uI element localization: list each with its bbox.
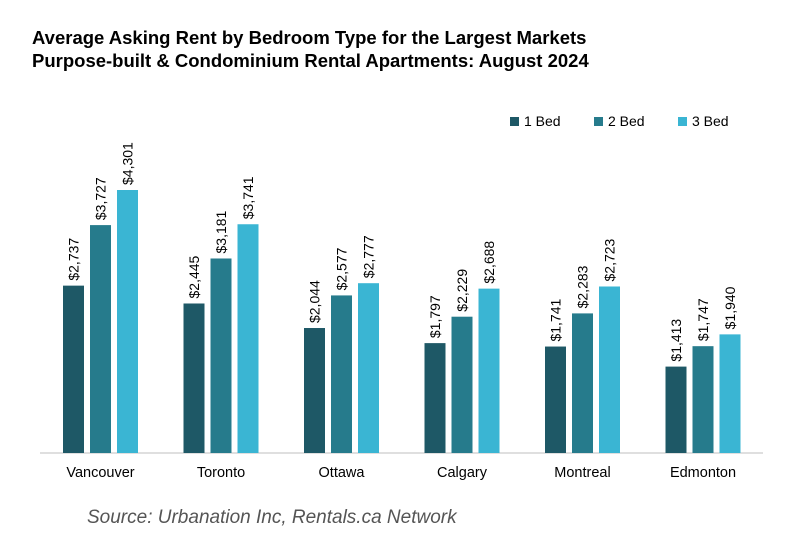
category-label: Montreal: [554, 465, 610, 481]
bar-calgary-2-bed: [451, 316, 473, 453]
bar-montreal-3-bed: [599, 286, 620, 453]
legend-swatch: [678, 117, 687, 126]
bar-edmonton-1-bed: [665, 366, 687, 453]
bar-toronto-1-bed: [183, 303, 205, 453]
category-label: Vancouver: [66, 465, 134, 481]
bar-edmonton-3-bed: [719, 334, 741, 453]
data-label: $3,727: [93, 177, 109, 220]
data-label: $2,229: [454, 269, 470, 312]
data-label: $1,797: [427, 295, 443, 338]
data-label: $3,181: [213, 210, 229, 253]
data-label: $2,737: [66, 238, 82, 281]
source-note: Source: Urbanation Inc, Rentals.ca Netwo…: [87, 507, 457, 528]
bar-toronto-2-bed: [210, 258, 232, 453]
data-label: $1,747: [695, 298, 711, 341]
category-label: Toronto: [197, 465, 245, 481]
bar-edmonton-2-bed: [692, 346, 714, 453]
data-label: $2,283: [575, 265, 591, 308]
data-label: $2,688: [481, 241, 497, 284]
category-label: Edmonton: [670, 465, 736, 481]
chart-title-line-2: Purpose-built & Condominium Rental Apart…: [32, 50, 589, 71]
legend-label: 3 Bed: [692, 113, 729, 129]
data-label: $2,445: [186, 255, 202, 298]
legend-label: 2 Bed: [608, 113, 645, 129]
category-label: Calgary: [437, 465, 488, 481]
legend-label: 1 Bed: [524, 113, 561, 129]
data-label: $1,413: [668, 319, 684, 362]
chart-title: Average Asking Rent by Bedroom Type for …: [32, 26, 772, 72]
bar-ottawa-1-bed: [304, 328, 325, 453]
bar-vancouver-2-bed: [90, 225, 111, 453]
bar-calgary-3-bed: [478, 288, 500, 453]
data-label: $1,741: [548, 299, 564, 342]
data-label: $1,940: [722, 286, 738, 329]
bar-vancouver-1-bed: [63, 285, 84, 453]
data-label: $2,777: [361, 235, 377, 278]
data-label: $4,301: [120, 142, 136, 185]
chart-title-line-1: Average Asking Rent by Bedroom Type for …: [32, 27, 587, 48]
bar-calgary-1-bed: [424, 343, 446, 453]
legend-swatch: [510, 117, 519, 126]
data-label: $2,577: [334, 247, 350, 290]
bar-ottawa-2-bed: [331, 295, 352, 453]
category-label: Ottawa: [319, 465, 366, 481]
data-label: $3,741: [240, 176, 256, 219]
bar-montreal-1-bed: [545, 346, 566, 453]
bar-ottawa-3-bed: [358, 283, 379, 453]
bar-vancouver-3-bed: [117, 190, 138, 453]
bar-montreal-2-bed: [572, 313, 593, 453]
data-label: $2,044: [307, 280, 323, 323]
legend-swatch: [594, 117, 603, 126]
bar-toronto-3-bed: [237, 224, 259, 453]
data-label: $2,723: [602, 238, 618, 281]
